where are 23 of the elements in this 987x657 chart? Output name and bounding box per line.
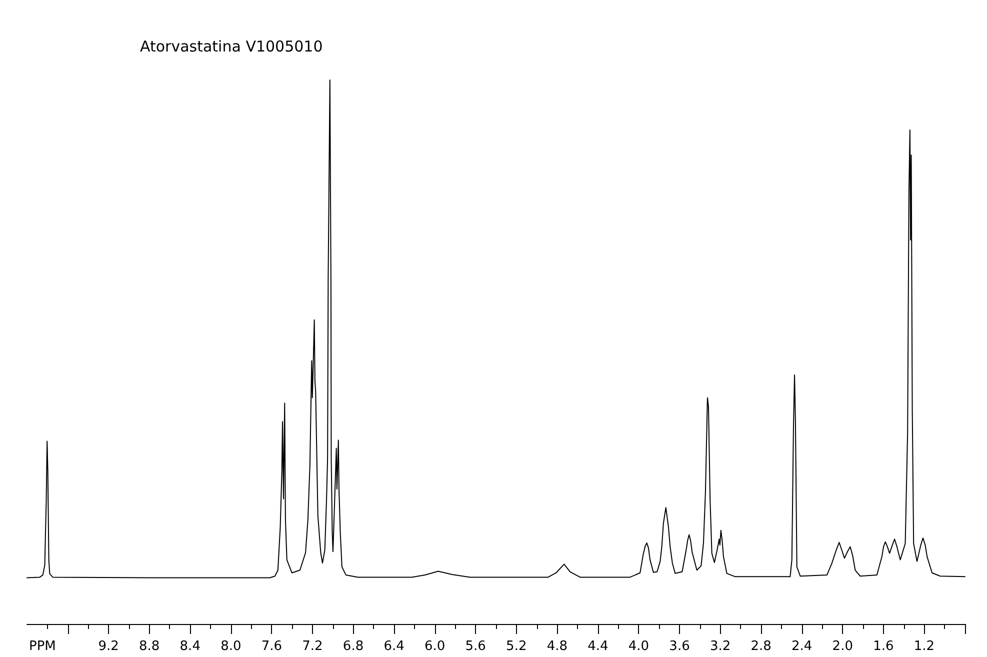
x-axis-title: PPM — [29, 639, 56, 654]
x-tick-label: 5.6 — [465, 639, 486, 654]
x-tick-label: 2.4 — [792, 639, 812, 654]
x-tick-label: 6.8 — [342, 639, 364, 654]
x-tick-label: 3.2 — [710, 639, 731, 654]
x-tick-label: 4.8 — [546, 639, 568, 654]
x-tick-label: 8.4 — [180, 639, 200, 654]
x-tick-label: 8.8 — [139, 639, 160, 654]
x-tick-label: 6.4 — [384, 639, 404, 654]
x-tick-label: 8.0 — [220, 639, 242, 654]
x-tick-label: 7.2 — [302, 639, 323, 654]
x-tick-label: 4.4 — [588, 639, 608, 654]
x-tick-label: 1.6 — [873, 639, 894, 654]
x-tick-label: 5.2 — [506, 639, 527, 654]
x-tick-label: 2.0 — [832, 639, 853, 654]
x-tick-label: 6.0 — [424, 639, 446, 654]
x-tick-label: 7.6 — [261, 639, 282, 654]
chart-title: Atorvastatina V1005010 — [140, 38, 323, 56]
x-tick-label: 2.8 — [750, 639, 772, 654]
x-tick-label: 4.0 — [628, 639, 650, 654]
x-tick-label: 3.6 — [669, 639, 690, 654]
x-tick-label: 9.2 — [98, 639, 119, 654]
x-tick-label: 1.2 — [914, 639, 935, 654]
